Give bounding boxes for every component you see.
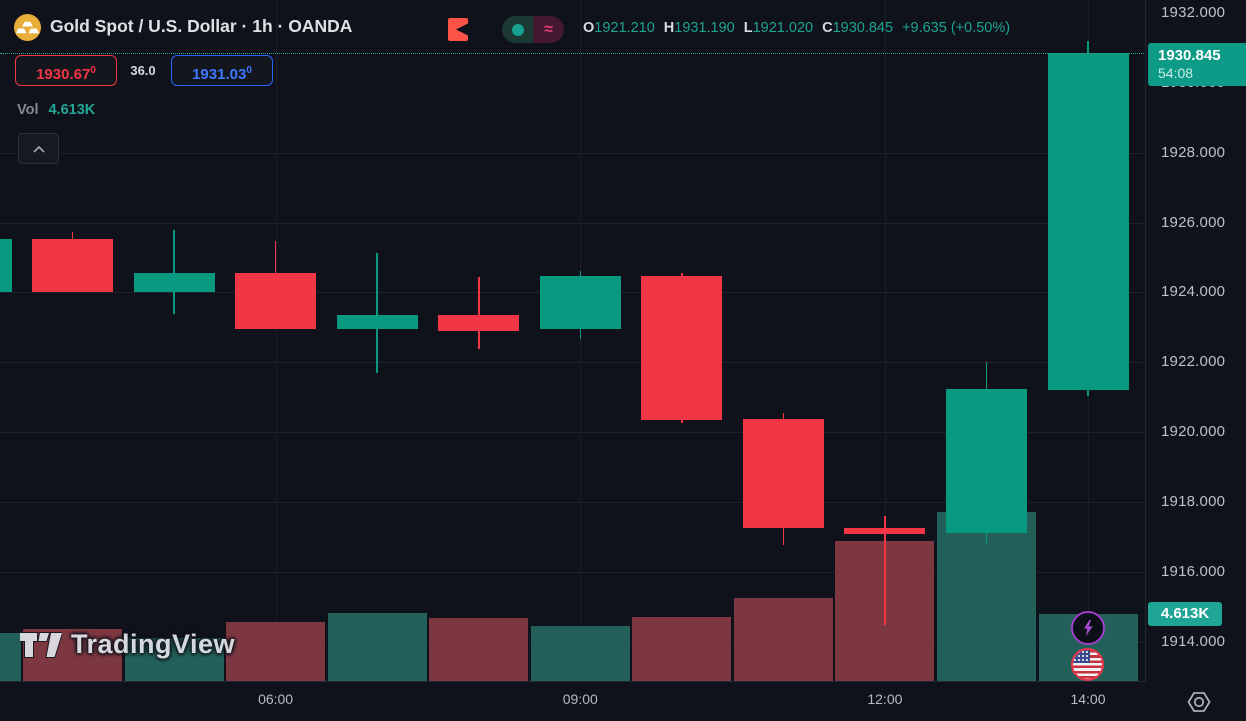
price-scale-label: 1918.000: [1161, 493, 1226, 510]
low-value: 1921.020: [752, 20, 814, 36]
change-value: +9.635 (+0.50%): [902, 20, 1011, 36]
ask-price: 1931.03: [192, 66, 247, 83]
current-price-line: [0, 53, 1146, 55]
volume-bar: [429, 618, 529, 682]
bar-countdown: 54:08: [1158, 65, 1194, 82]
price-scale-label: 1928.000: [1161, 143, 1226, 161]
candle-body: [742, 418, 824, 529]
axis-settings-gear-icon[interactable]: [1186, 689, 1212, 715]
time-axis[interactable]: 06:00 09:00 12:00 14:00: [0, 681, 1246, 721]
candle-body: [1047, 53, 1129, 390]
volume-bar: [0, 633, 21, 682]
candle-wick: [376, 253, 378, 373]
grid-line-horizontal: [0, 571, 1146, 573]
tradingview-watermark-text: TradingView: [71, 629, 236, 659]
grid-line-vertical: [275, 0, 277, 682]
grid-line-horizontal: [0, 362, 1146, 364]
volume-bar: [226, 622, 326, 682]
price-scale-label: 1914.000: [1161, 632, 1226, 650]
candle-wick: [173, 229, 175, 315]
volume-value: 4.613K: [48, 102, 96, 118]
volume-bar: [124, 638, 224, 682]
bid-price-sup: 0: [90, 65, 96, 76]
candle-body: [133, 272, 215, 293]
candle-body: [539, 276, 621, 330]
market-open-indicator: [502, 16, 533, 43]
tradingview-watermark: TradingView: [20, 629, 235, 660]
candle-wick: [478, 277, 480, 350]
chart-area[interactable]: [0, 0, 1146, 682]
grid-line-vertical: [580, 0, 582, 682]
candle-body: [32, 239, 113, 293]
volume-bar: [530, 626, 630, 682]
close-value: 1930.845: [832, 20, 894, 36]
status-dot-icon: [511, 23, 524, 36]
symbol-title[interactable]: Gold Spot / U.S. Dollar · 1h · OANDA: [50, 16, 353, 36]
grid-line-horizontal: [0, 152, 1146, 154]
market-status-pill[interactable]: ≈: [502, 16, 564, 43]
high-label: H: [663, 20, 675, 36]
gold-bars-icon: [14, 14, 41, 41]
price-scale-label: 1920.000: [1161, 423, 1226, 441]
ask-price-sup: 0: [246, 65, 252, 76]
grid-line-vertical: [884, 0, 886, 682]
us-flag-canton: [1073, 650, 1090, 664]
chevron-up-icon: [32, 145, 45, 153]
volume-bar: [733, 598, 833, 682]
current-price-badge: 1930.845 54:08: [1148, 43, 1246, 87]
price-scale-label: 1924.000: [1161, 283, 1226, 301]
price-scale-label: 1916.000: [1161, 562, 1226, 580]
delayed-data-icon: ≈: [533, 16, 564, 43]
candle-wick: [884, 516, 886, 625]
us-flag-event-icon[interactable]: [1071, 648, 1105, 681]
price-scale-label: 1932.000: [1161, 4, 1226, 21]
spread-value: 36.0: [130, 63, 156, 78]
time-axis-label: 12:00: [867, 691, 903, 707]
tradingview-logo-icon: [20, 631, 62, 658]
high-value: 1931.190: [674, 20, 735, 36]
close-label: C: [822, 20, 833, 36]
candle-body: [0, 239, 12, 293]
current-price-value: 1930.845: [1158, 47, 1221, 65]
candle-body: [641, 275, 723, 420]
ohlc-readout: O1921.210 H1931.190 L1921.020 C1930.845 +9.6…: [583, 20, 1010, 36]
time-axis-label: 14:00: [1070, 691, 1106, 707]
time-axis-label: 06:00: [258, 691, 294, 707]
candle-body: [438, 315, 520, 332]
volume-label: Vol: [17, 102, 39, 118]
buy-ask-button[interactable]: 1931.030: [171, 55, 273, 86]
collapse-legend-button[interactable]: [18, 133, 59, 164]
volume-badge: 4.613K: [1148, 602, 1222, 626]
grid-line-horizontal: [0, 502, 1146, 504]
bid-price: 1930.67: [36, 66, 91, 83]
earnings-lightning-icon[interactable]: [1071, 611, 1106, 645]
grid-line-horizontal: [0, 222, 1146, 224]
low-label: L: [743, 20, 753, 36]
volume-bar: [327, 613, 427, 682]
open-value: 1921.210: [594, 20, 655, 36]
sell-bid-button[interactable]: 1930.670: [15, 55, 117, 86]
price-scale-label: 1926.000: [1161, 213, 1226, 231]
volume-readout: Vol 4.613K: [17, 102, 95, 118]
open-label: O: [583, 20, 595, 36]
grid-line-horizontal: [0, 432, 1146, 434]
candle-body: [844, 528, 926, 535]
time-axis-label: 09:00: [562, 691, 598, 707]
candle-body: [946, 388, 1027, 534]
price-scale-label: 1922.000: [1161, 353, 1226, 371]
price-scale[interactable]: 1930.845 54:08 4.613K 1932.0001930.00019…: [1145, 0, 1246, 682]
candle-body: [235, 272, 317, 330]
candle-body: [336, 315, 418, 330]
volume-bar: [632, 617, 732, 682]
